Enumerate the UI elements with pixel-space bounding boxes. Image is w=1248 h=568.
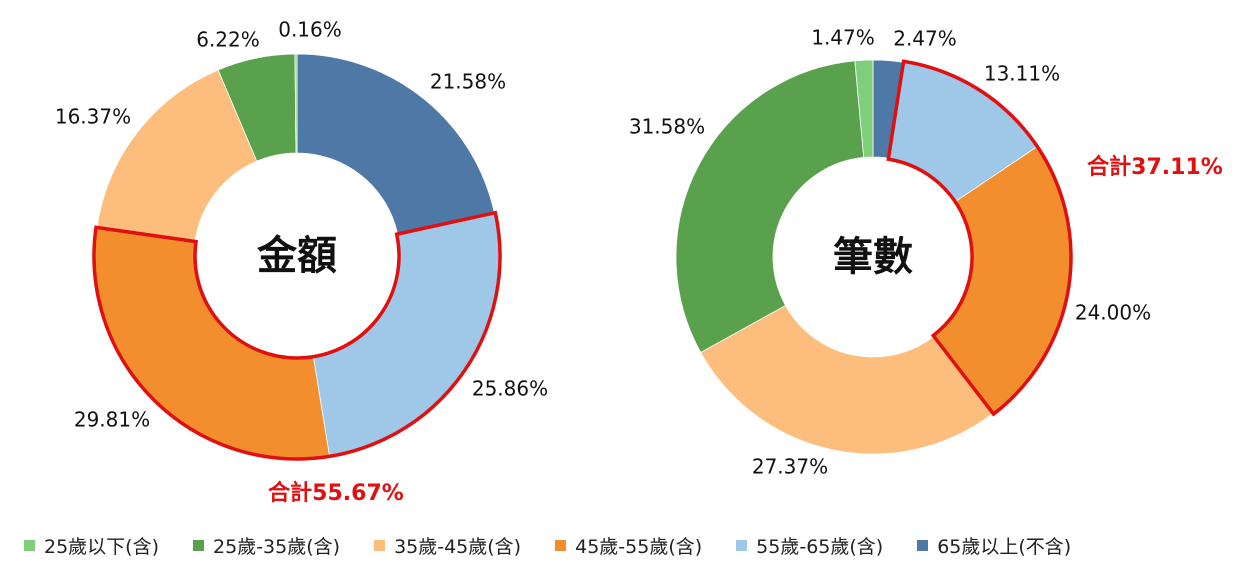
legend-swatch bbox=[374, 540, 386, 551]
chart-legend: 25歲以下(含) 25歲-35歲(含) 35歲-45歲(含) 45歲-55歲(含… bbox=[24, 532, 1105, 559]
data-label: 31.58% bbox=[629, 115, 705, 139]
legend-swatch bbox=[24, 540, 35, 551]
center-label: 筆數 bbox=[833, 234, 913, 280]
donut-chart: 1.47% 31.58% 27.37% 24.00% 13.11% 2.47% 筆數 合計37… bbox=[629, 26, 1223, 479]
data-label: 29.81% bbox=[74, 408, 150, 432]
highlight-outline bbox=[92, 210, 502, 461]
data-label: 0.16% bbox=[278, 18, 342, 42]
donut-slice bbox=[700, 304, 994, 455]
total-label: 合計55.67% bbox=[268, 480, 404, 506]
data-label: 16.37% bbox=[55, 105, 131, 129]
legend-label: 65歲以上(不含) bbox=[937, 536, 1072, 558]
legend-swatch bbox=[555, 540, 567, 551]
data-label: 1.47% bbox=[811, 26, 875, 50]
data-label: 2.47% bbox=[893, 27, 957, 51]
legend-label: 35歲-45歲(含) bbox=[394, 536, 522, 558]
donut-slice bbox=[313, 212, 500, 456]
legend-item: 25歲以下(含) bbox=[24, 532, 159, 559]
donut-slice bbox=[96, 69, 258, 242]
donut-slice bbox=[854, 59, 874, 158]
legend-label: 55歲-65歲(含) bbox=[756, 536, 884, 558]
data-label: 24.00% bbox=[1075, 301, 1151, 325]
highlight-outline bbox=[886, 59, 1073, 417]
legend-swatch bbox=[736, 540, 748, 551]
data-label: 21.58% bbox=[430, 70, 506, 94]
legend-item: 65歲以上(不含) bbox=[917, 532, 1071, 559]
legend-swatch bbox=[917, 540, 929, 551]
donut-slice bbox=[675, 60, 865, 353]
legend-swatch bbox=[193, 540, 205, 551]
donut-slice bbox=[296, 53, 495, 235]
legend-item: 45歲-55歲(含) bbox=[555, 532, 702, 559]
data-label: 27.37% bbox=[752, 455, 828, 479]
legend-item: 55歲-65歲(含) bbox=[736, 532, 883, 559]
data-label: 25.86% bbox=[472, 377, 548, 401]
total-label: 合計37.11% bbox=[1087, 154, 1223, 180]
legend-label: 25歲-35歲(含) bbox=[213, 536, 341, 558]
legend-label: 25歲以下(含) bbox=[44, 536, 160, 558]
data-label: 13.11% bbox=[984, 62, 1060, 86]
legend-label: 45歲-55歲(含) bbox=[575, 536, 703, 558]
data-label: 6.22% bbox=[196, 28, 260, 52]
legend-item: 25歲-35歲(含) bbox=[193, 532, 340, 559]
center-label: 金額 bbox=[256, 233, 337, 279]
donut-chart: 0.16% 6.22% 16.37% 29.81% 25.86% 21.58% 金額合計55… bbox=[55, 18, 548, 507]
donut-slice bbox=[294, 53, 298, 154]
legend-item: 35歲-45歲(含) bbox=[374, 532, 521, 559]
